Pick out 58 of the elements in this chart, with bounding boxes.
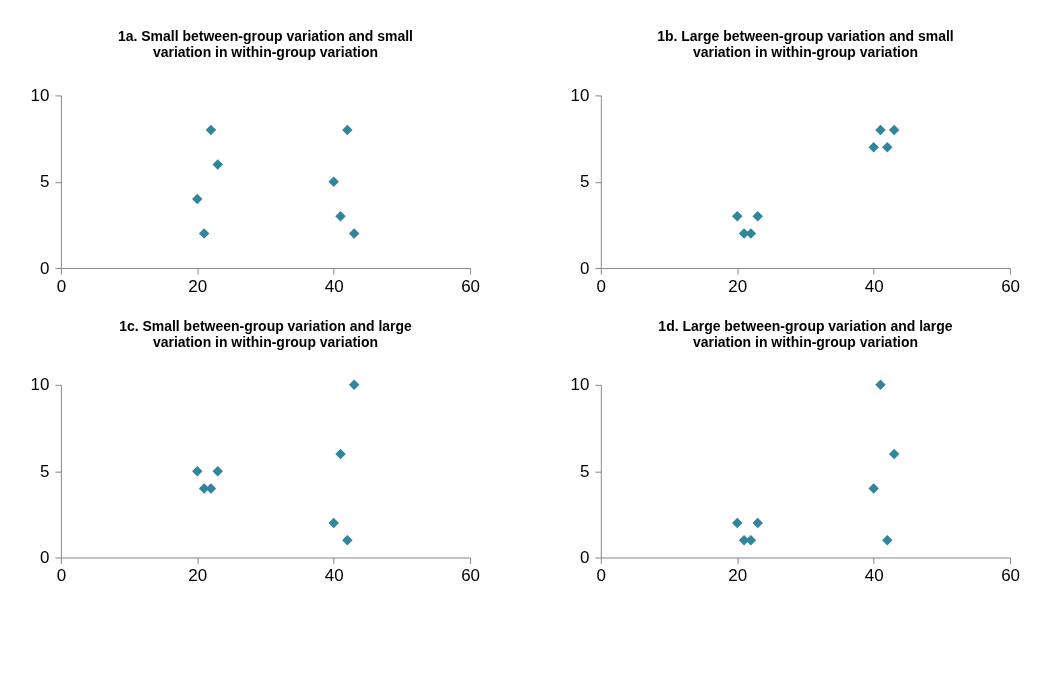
chart-title: 1c. Small between-group variation and large variation in within-group variation — [119, 317, 413, 350]
x-tick-label: 60 — [461, 565, 481, 585]
y-tick-label: 10 — [570, 85, 590, 105]
point — [205, 124, 217, 136]
point — [328, 517, 339, 529]
point — [882, 141, 893, 153]
x-tick-label: 60 — [1001, 565, 1020, 585]
point — [875, 124, 886, 136]
point — [198, 228, 210, 239]
point — [732, 211, 743, 222]
y-tick-label: 10 — [30, 375, 50, 395]
point — [875, 379, 886, 391]
x-tick-label: 40 — [324, 276, 344, 296]
point — [212, 159, 223, 170]
x-tick-label: 40 — [324, 565, 344, 585]
x-tick-label: 60 — [1001, 276, 1020, 296]
point — [335, 211, 346, 222]
x-tick-label: 0 — [56, 276, 67, 296]
point — [328, 176, 339, 187]
point — [888, 124, 900, 136]
point — [192, 465, 203, 477]
point — [732, 517, 743, 529]
point — [335, 448, 346, 460]
y-tick-label: 0 — [579, 547, 590, 567]
x-tick-label: 20 — [188, 276, 208, 296]
x-tick-label: 0 — [596, 276, 607, 296]
y-tick-label: 10 — [570, 375, 590, 395]
y-tick-label: 0 — [39, 547, 50, 567]
x-tick-label: 0 — [56, 565, 67, 585]
point — [192, 193, 203, 205]
y-tick-label: 0 — [39, 258, 50, 278]
point — [342, 124, 353, 136]
x-tick-label: 0 — [596, 565, 607, 585]
x-tick-label: 40 — [864, 276, 884, 296]
x-tick-label: 20 — [728, 565, 748, 585]
point — [348, 379, 360, 391]
chart-title: 1d. Large between-group variation and large variation in within-group variation — [658, 317, 953, 350]
x-tick-label: 20 — [728, 276, 748, 296]
chart-title: 1b. Large between-group variation and small variation in within-group variation — [657, 28, 954, 61]
point — [752, 211, 763, 222]
y-tick-label: 5 — [579, 461, 590, 481]
y-tick-label: 10 — [30, 85, 50, 105]
x-tick-label: 60 — [461, 276, 481, 296]
point — [882, 535, 893, 546]
x-tick-label: 20 — [188, 565, 208, 585]
point — [348, 228, 360, 239]
y-tick-label: 5 — [39, 172, 50, 192]
point — [342, 535, 353, 546]
chart-title: 1a. Small between-group variation and small variation in within-group variation — [118, 28, 413, 61]
point — [868, 141, 879, 153]
y-tick-label: 0 — [579, 258, 590, 278]
point — [212, 465, 223, 477]
point — [752, 517, 763, 529]
x-tick-label: 40 — [864, 565, 884, 585]
point — [888, 448, 900, 460]
point — [868, 483, 879, 494]
y-tick-label: 5 — [39, 461, 50, 481]
y-tick-label: 5 — [579, 172, 590, 192]
